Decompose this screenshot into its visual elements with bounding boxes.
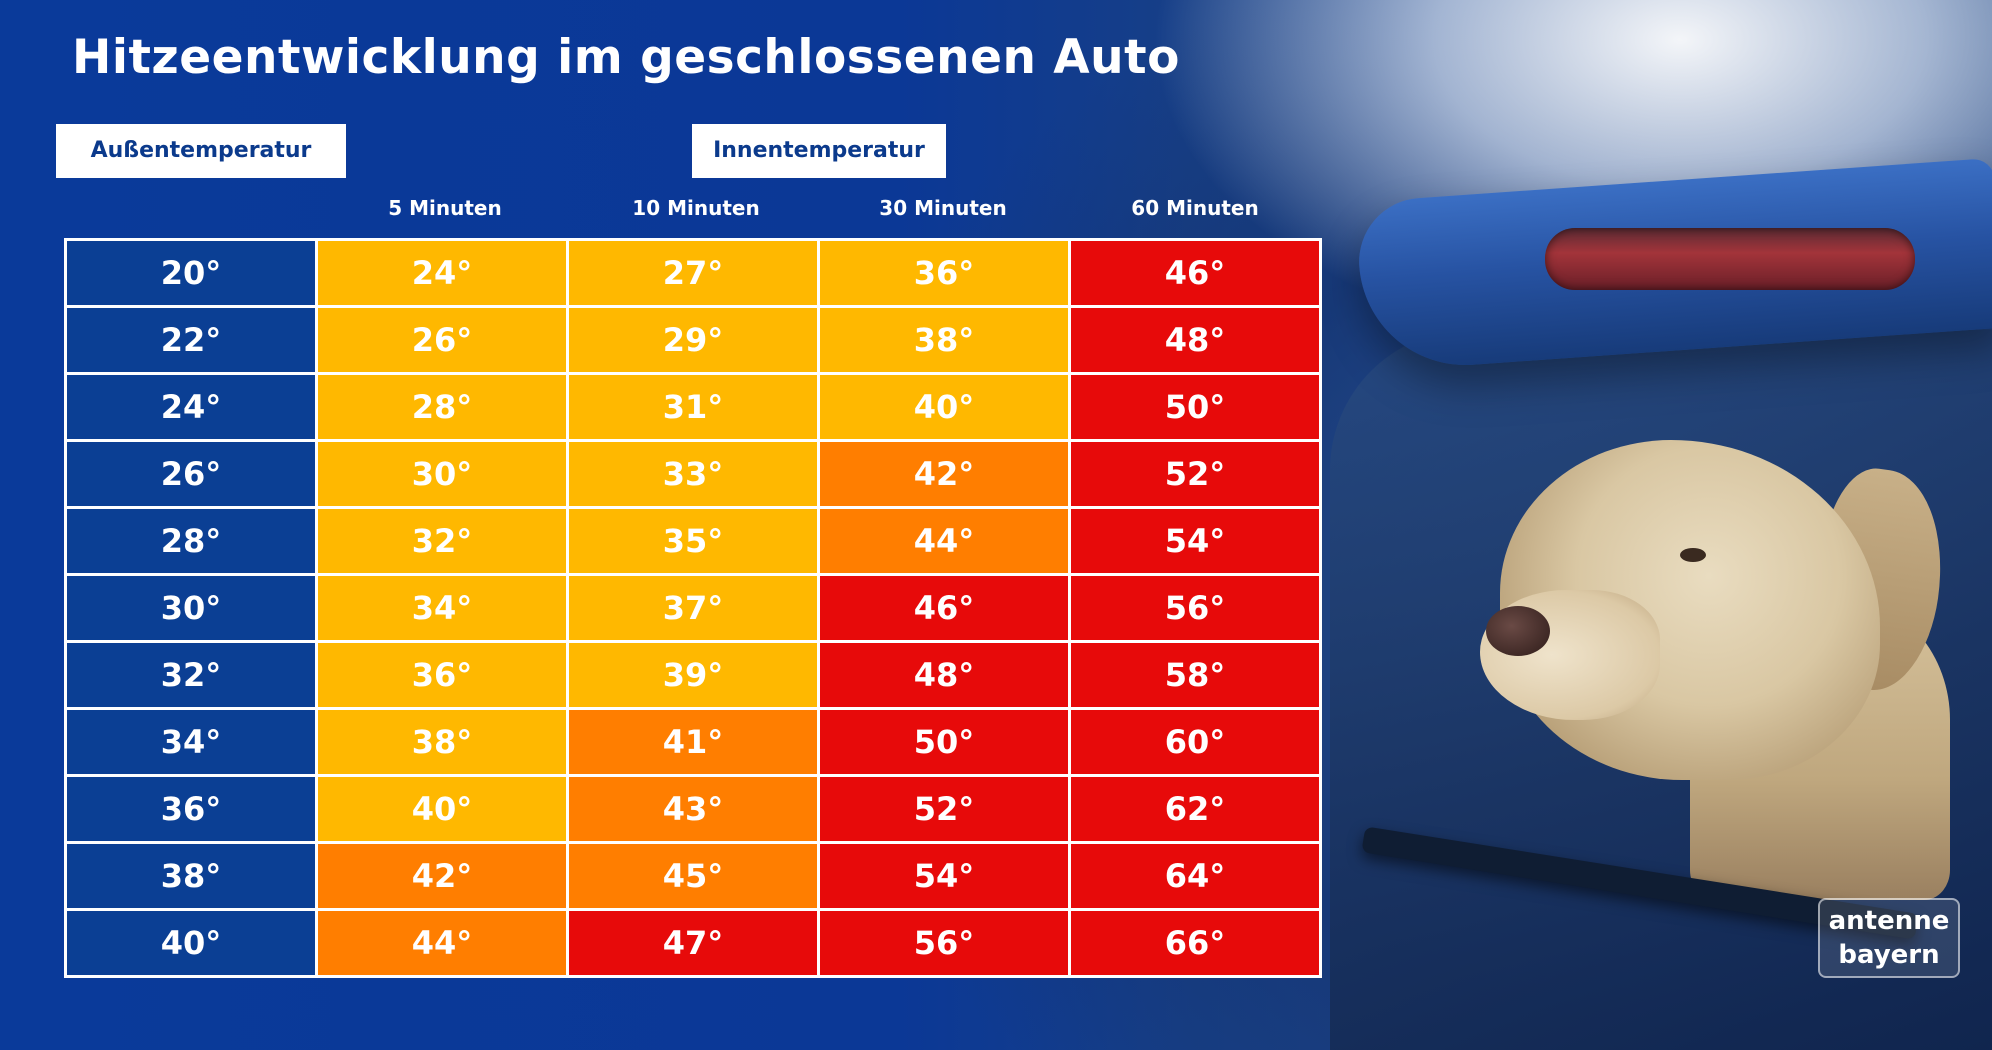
inside-temp-cell: 62° <box>1068 774 1322 844</box>
outside-temp-cell: 32° <box>64 640 318 710</box>
table-row: 34° 38° 41° 50° 60° <box>64 707 1322 777</box>
table-row: 40° 44° 47° 56° 66° <box>64 908 1322 978</box>
inside-temp-cell: 36° <box>817 238 1071 308</box>
inside-temp-cell: 37° <box>566 573 820 643</box>
inside-temperature-label: Innentemperatur <box>692 124 946 178</box>
inside-temp-cell: 42° <box>315 841 569 911</box>
col-header-10min: 10 Minuten <box>632 196 760 220</box>
inside-temp-cell: 45° <box>566 841 820 911</box>
inside-temp-cell: 50° <box>817 707 1071 777</box>
inside-temp-cell: 34° <box>315 573 569 643</box>
inside-temp-cell: 41° <box>566 707 820 777</box>
inside-temp-cell: 40° <box>315 774 569 844</box>
outside-temp-cell: 20° <box>64 238 318 308</box>
col-header-5min: 5 Minuten <box>388 196 502 220</box>
inside-temp-cell: 38° <box>315 707 569 777</box>
inside-temp-cell: 32° <box>315 506 569 576</box>
temperature-table-body: 20° 24° 27° 36° 46° 22° 26° 29° 38° 48° 24° 28° 31° 4… <box>64 238 1322 978</box>
outside-temp-cell: 34° <box>64 707 318 777</box>
antenne-bayern-logo: antenne bayern <box>1818 898 1960 978</box>
logo-line-1: antenne <box>1828 906 1950 936</box>
outside-temp-cell: 24° <box>64 372 318 442</box>
inside-temp-cell: 33° <box>566 439 820 509</box>
inside-temp-cell: 60° <box>1068 707 1322 777</box>
inside-temp-cell: 48° <box>817 640 1071 710</box>
chart-title: Hitzeentwicklung im geschlossenen Auto <box>72 30 1180 85</box>
dog-nose-photo <box>1486 606 1550 656</box>
inside-temp-cell: 42° <box>817 439 1071 509</box>
inside-temp-cell: 47° <box>566 908 820 978</box>
inside-temp-cell: 56° <box>1068 573 1322 643</box>
inside-temp-cell: 40° <box>817 372 1071 442</box>
table-row: 28° 32° 35° 44° 54° <box>64 506 1322 576</box>
col-header-60min: 60 Minuten <box>1131 196 1259 220</box>
outside-temp-cell: 38° <box>64 841 318 911</box>
inside-temp-cell: 39° <box>566 640 820 710</box>
inside-temp-cell: 46° <box>1068 238 1322 308</box>
inside-temp-cell: 35° <box>566 506 820 576</box>
outside-temp-cell: 28° <box>64 506 318 576</box>
inside-temp-cell: 29° <box>566 305 820 375</box>
brake-light-photo <box>1545 228 1915 290</box>
outside-temp-cell: 26° <box>64 439 318 509</box>
inside-temp-cell: 64° <box>1068 841 1322 911</box>
inside-temp-cell: 48° <box>1068 305 1322 375</box>
inside-temp-cell: 38° <box>817 305 1071 375</box>
inside-temp-cell: 30° <box>315 439 569 509</box>
table-row: 36° 40° 43° 52° 62° <box>64 774 1322 844</box>
inside-temp-cell: 31° <box>566 372 820 442</box>
inside-temp-cell: 24° <box>315 238 569 308</box>
temperature-table: 20° 24° 27° 36° 46° 22° 26° 29° 38° 48° 24° 28° 31° 4… <box>64 238 1322 978</box>
outside-temperature-label: Außentemperatur <box>56 124 346 178</box>
inside-temp-cell: 50° <box>1068 372 1322 442</box>
table-row: 30° 34° 37° 46° 56° <box>64 573 1322 643</box>
inside-temp-cell: 28° <box>315 372 569 442</box>
inside-temp-cell: 52° <box>817 774 1071 844</box>
inside-temp-cell: 27° <box>566 238 820 308</box>
inside-temp-cell: 58° <box>1068 640 1322 710</box>
logo-line-2: bayern <box>1838 940 1940 970</box>
inside-temp-cell: 44° <box>315 908 569 978</box>
inside-temp-cell: 54° <box>1068 506 1322 576</box>
table-row: 38° 42° 45° 54° 64° <box>64 841 1322 911</box>
outside-temp-cell: 40° <box>64 908 318 978</box>
inside-temp-cell: 66° <box>1068 908 1322 978</box>
col-header-30min: 30 Minuten <box>879 196 1007 220</box>
inside-temp-cell: 52° <box>1068 439 1322 509</box>
inside-temp-cell: 56° <box>817 908 1071 978</box>
outside-temp-cell: 36° <box>64 774 318 844</box>
table-row: 20° 24° 27° 36° 46° <box>64 238 1322 308</box>
table-row: 32° 36° 39° 48° 58° <box>64 640 1322 710</box>
outside-temp-cell: 30° <box>64 573 318 643</box>
inside-temp-cell: 54° <box>817 841 1071 911</box>
outside-temp-cell: 22° <box>64 305 318 375</box>
inside-temp-cell: 43° <box>566 774 820 844</box>
inside-temp-cell: 26° <box>315 305 569 375</box>
inside-temp-cell: 36° <box>315 640 569 710</box>
table-row: 22° 26° 29° 38° 48° <box>64 305 1322 375</box>
inside-temp-cell: 44° <box>817 506 1071 576</box>
table-row: 26° 30° 33° 42° 52° <box>64 439 1322 509</box>
table-row: 24° 28° 31° 40° 50° <box>64 372 1322 442</box>
dog-eye-photo <box>1680 548 1706 562</box>
inside-temp-cell: 46° <box>817 573 1071 643</box>
